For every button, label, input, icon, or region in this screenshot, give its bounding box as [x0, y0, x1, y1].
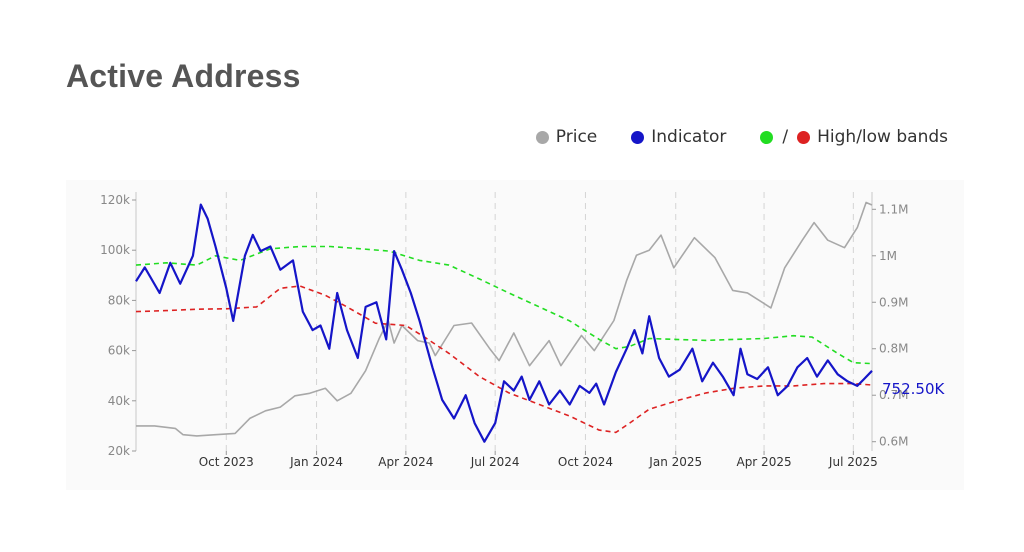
x-tick-label: Jul 2025: [828, 455, 878, 469]
legend-label-price: Price: [555, 127, 598, 147]
low-band-line: [135, 285, 873, 434]
indicator-series-line: [135, 203, 873, 443]
high-band-line: [135, 245, 873, 365]
y-right-tick-label: 0.7M: [879, 388, 908, 402]
chart-svg: Oct 2023 Jan 2024 Apr 2024 Jul 2024 Oct 2024…: [100, 192, 945, 469]
legend-label-indicator: Indicator: [651, 127, 727, 147]
price-dot-icon: [535, 130, 549, 144]
legend-item-price[interactable]: Price: [535, 127, 598, 147]
chart-legend: Price Indicator / High/low bands: [535, 127, 948, 147]
legend-item-bands[interactable]: / High/low bands: [760, 127, 948, 147]
chart-area: Oct 2023 Jan 2024 Apr 2024 Jul 2024 Oct 2024…: [66, 180, 964, 490]
indicator-last-value-label: 752.50K: [882, 380, 945, 398]
high-band-dot-icon: [760, 130, 774, 144]
legend-label-bands: High/low bands: [817, 127, 948, 147]
y-left-tick-label: 40k: [108, 394, 130, 408]
legend-item-indicator[interactable]: Indicator: [631, 127, 726, 147]
y-right-tick-label: 0.9M: [879, 295, 908, 309]
chart-title: Active Address: [66, 58, 301, 94]
x-tick-label: Apr 2024: [378, 455, 433, 469]
x-tick-label: Oct 2023: [199, 455, 254, 469]
x-tick-label: Jan 2024: [289, 455, 343, 469]
y-right-tick-label: 0.8M: [879, 342, 908, 356]
price-series-line: [136, 201, 873, 437]
y-left-tick-label: 80k: [108, 293, 130, 307]
legend-slash: /: [782, 127, 789, 147]
y-right-tick-label: 1.1M: [879, 202, 908, 216]
x-tick-label: Jan 2025: [648, 455, 702, 469]
low-band-dot-icon: [797, 130, 811, 144]
x-tick-label: Oct 2024: [558, 455, 613, 469]
x-tick-label: Jul 2024: [470, 455, 520, 469]
x-tick-label: Apr 2025: [736, 455, 791, 469]
y-left-tick-label: 100k: [100, 243, 130, 257]
y-left-tick-label: 60k: [108, 344, 130, 358]
indicator-dot-icon: [631, 130, 645, 144]
y-right-tick-label: 0.6M: [879, 435, 908, 449]
y-right-tick-label: 1M: [879, 249, 897, 263]
y-left-tick-label: 120k: [100, 193, 130, 207]
y-left-tick-label: 20k: [108, 444, 130, 458]
